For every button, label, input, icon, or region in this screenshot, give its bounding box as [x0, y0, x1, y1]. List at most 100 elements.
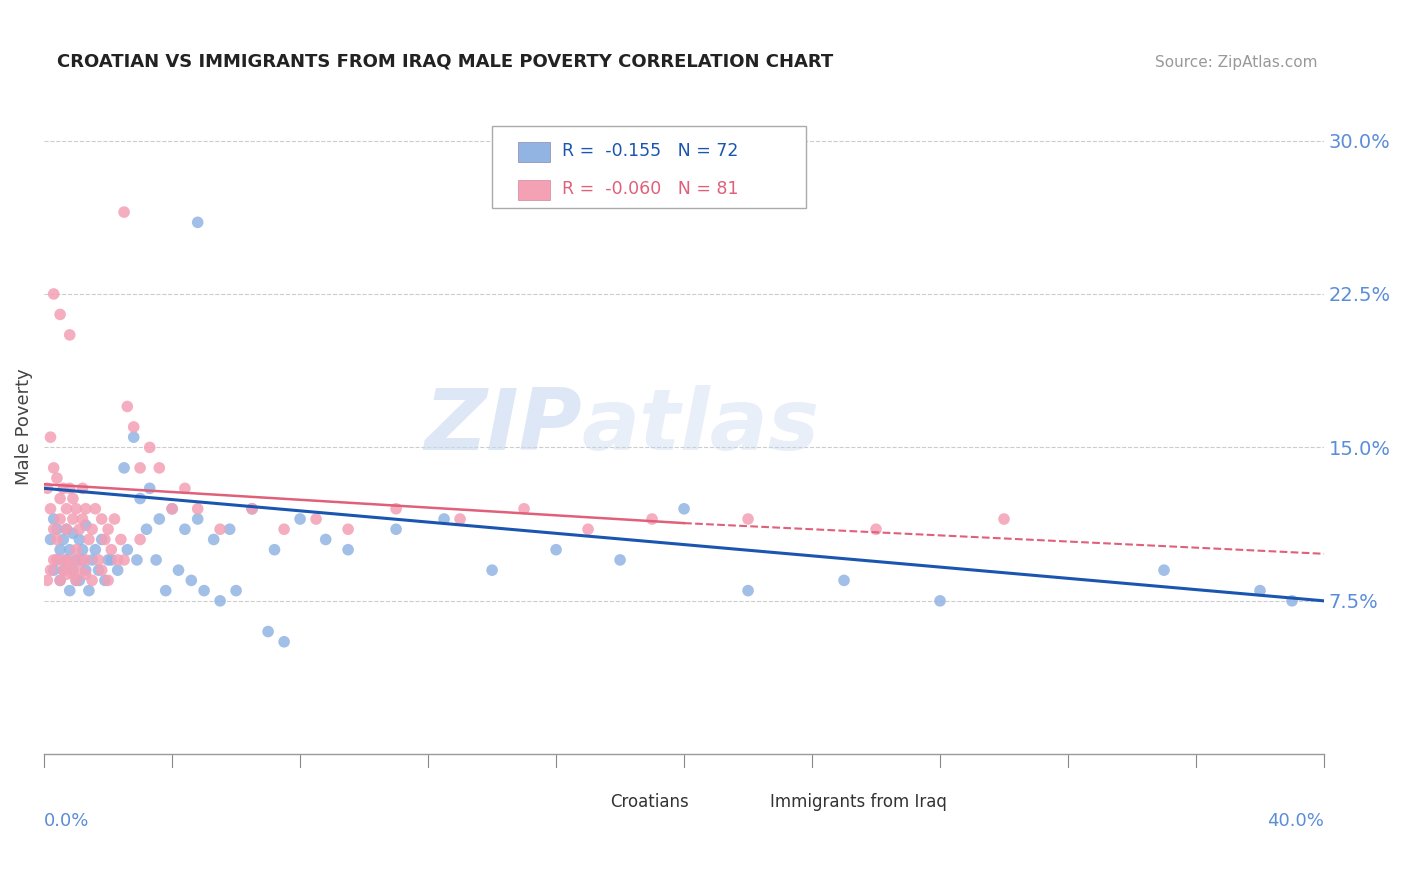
Point: [72, 542, 94, 557]
Point: [257, 624, 280, 639]
Point: [97, 553, 120, 567]
Point: [77, 583, 100, 598]
FancyBboxPatch shape: [492, 126, 806, 208]
Point: [87, 563, 110, 577]
Point: [59, 553, 82, 567]
Text: atlas: atlas: [582, 385, 820, 468]
Point: [45, 553, 67, 567]
Point: [929, 594, 952, 608]
Point: [42, 553, 65, 567]
Point: [97, 522, 120, 536]
Point: [148, 512, 170, 526]
Point: [273, 634, 295, 648]
Point: [39, 430, 62, 444]
Point: [135, 522, 157, 536]
Point: [240, 501, 263, 516]
Point: [90, 512, 112, 526]
Point: [218, 522, 240, 536]
Point: [72, 553, 94, 567]
FancyBboxPatch shape: [735, 795, 763, 809]
Point: [75, 567, 97, 582]
Point: [1249, 583, 1271, 598]
Point: [45, 522, 67, 536]
Point: [129, 533, 152, 547]
Point: [65, 501, 87, 516]
Point: [202, 533, 225, 547]
Point: [481, 563, 503, 577]
Point: [62, 563, 84, 577]
Point: [125, 553, 148, 567]
Point: [90, 533, 112, 547]
Point: [100, 553, 122, 567]
Point: [39, 501, 62, 516]
Point: [45, 471, 67, 485]
Point: [82, 574, 104, 588]
Point: [112, 461, 135, 475]
Point: [45, 533, 67, 547]
Point: [97, 574, 120, 588]
Point: [84, 501, 107, 516]
Point: [87, 553, 110, 567]
Point: [55, 553, 77, 567]
Point: [82, 522, 104, 536]
Point: [75, 563, 97, 577]
Point: [112, 205, 135, 219]
Point: [65, 542, 87, 557]
Y-axis label: Male Poverty: Male Poverty: [15, 368, 32, 485]
Point: [117, 542, 139, 557]
Point: [67, 533, 90, 547]
Point: [75, 553, 97, 567]
Point: [305, 512, 328, 526]
Point: [39, 563, 62, 577]
Point: [94, 533, 117, 547]
Point: [42, 512, 65, 526]
Point: [315, 533, 337, 547]
Point: [103, 512, 125, 526]
Point: [42, 563, 65, 577]
Point: [52, 553, 75, 567]
Point: [1281, 594, 1303, 608]
Point: [37, 481, 59, 495]
Point: [180, 574, 202, 588]
Point: [865, 522, 887, 536]
Point: [39, 533, 62, 547]
Point: [112, 553, 135, 567]
Point: [576, 522, 599, 536]
Point: [49, 512, 72, 526]
Text: R =  -0.060   N = 81: R = -0.060 N = 81: [562, 180, 740, 198]
Point: [59, 327, 82, 342]
Point: [263, 542, 285, 557]
Point: [75, 501, 97, 516]
FancyBboxPatch shape: [517, 142, 550, 161]
Point: [737, 583, 759, 598]
Point: [187, 501, 209, 516]
Point: [49, 491, 72, 506]
Point: [513, 501, 536, 516]
Text: Source: ZipAtlas.com: Source: ZipAtlas.com: [1156, 55, 1317, 70]
Point: [737, 512, 759, 526]
Point: [160, 501, 183, 516]
Point: [174, 481, 197, 495]
Point: [385, 522, 408, 536]
Point: [62, 491, 84, 506]
Point: [49, 574, 72, 588]
Point: [609, 553, 631, 567]
Point: [55, 501, 77, 516]
Point: [273, 522, 295, 536]
Point: [72, 481, 94, 495]
FancyBboxPatch shape: [517, 180, 550, 200]
Point: [673, 501, 696, 516]
Point: [145, 553, 167, 567]
Point: [65, 574, 87, 588]
Point: [148, 461, 170, 475]
Point: [240, 501, 263, 516]
Point: [187, 512, 209, 526]
Point: [100, 542, 122, 557]
Point: [45, 553, 67, 567]
Point: [59, 559, 82, 574]
Text: ZIP: ZIP: [425, 385, 582, 468]
Point: [187, 215, 209, 229]
Point: [59, 481, 82, 495]
Point: [129, 491, 152, 506]
Point: [641, 512, 664, 526]
